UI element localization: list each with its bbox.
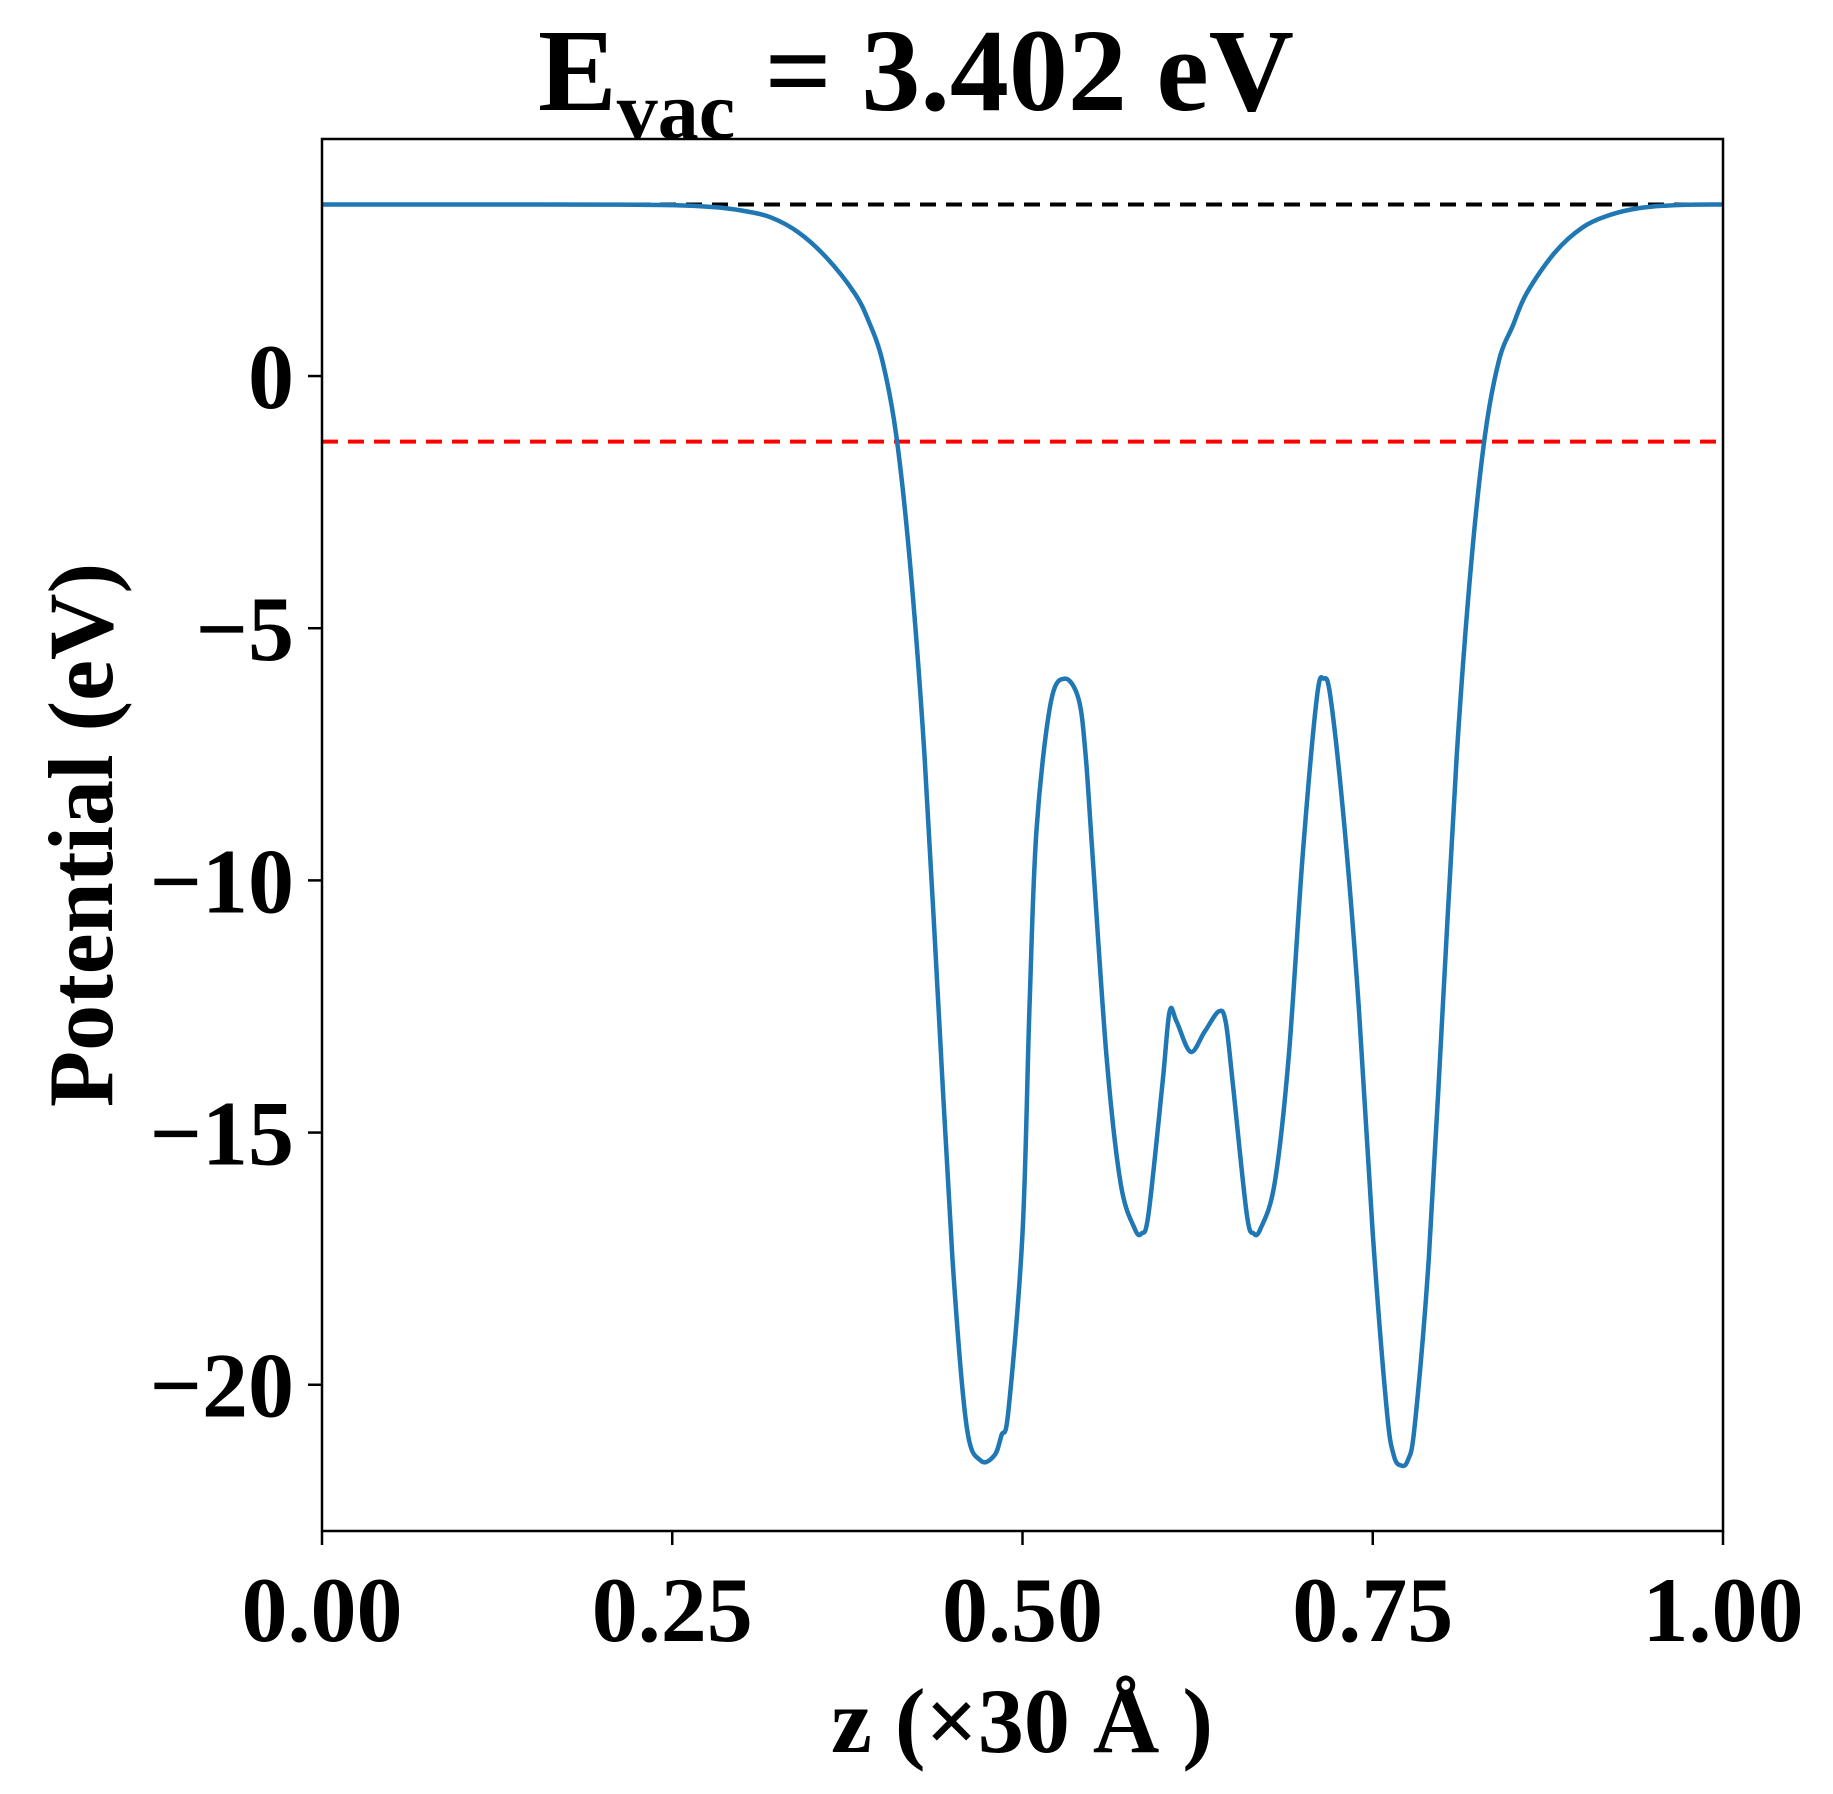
title-rest: = 3.402 eV — [735, 5, 1294, 136]
x-axis-ticks: 0.00 0.25 0.50 0.75 1.00 — [242, 1531, 1804, 1661]
y-tick-label-2: −10 — [150, 830, 294, 932]
x-tick-label-0: 0.00 — [242, 1559, 403, 1661]
y-axis-ticks: 0 −5 −10 −15 −20 — [150, 326, 322, 1437]
title-main: E — [538, 5, 617, 136]
plot-frame — [320, 137, 1725, 1533]
chart-title: Evac = 3.402 eV — [538, 5, 1294, 156]
x-tick-label-1: 0.25 — [592, 1559, 753, 1661]
x-tick-label-2: 0.50 — [942, 1559, 1103, 1661]
y-tick-label-1: −5 — [196, 578, 294, 680]
series-layer — [322, 202, 1723, 1469]
y-tick-label-3: −15 — [150, 1083, 294, 1185]
x-tick-label-4: 1.00 — [1643, 1559, 1804, 1661]
svg-text:Evac = 3.402 eV: Evac = 3.402 eV — [538, 5, 1294, 156]
x-tick-label-3: 0.75 — [1292, 1559, 1453, 1661]
y-axis-label: Potential (eV) — [30, 563, 132, 1107]
title-subscript: vac — [617, 65, 735, 156]
x-axis-label: z (×30 Å ) — [831, 1670, 1213, 1772]
y-tick-label-4: −20 — [150, 1335, 294, 1437]
series-line-0 — [322, 202, 1723, 1469]
y-tick-label-0: 0 — [248, 326, 294, 428]
